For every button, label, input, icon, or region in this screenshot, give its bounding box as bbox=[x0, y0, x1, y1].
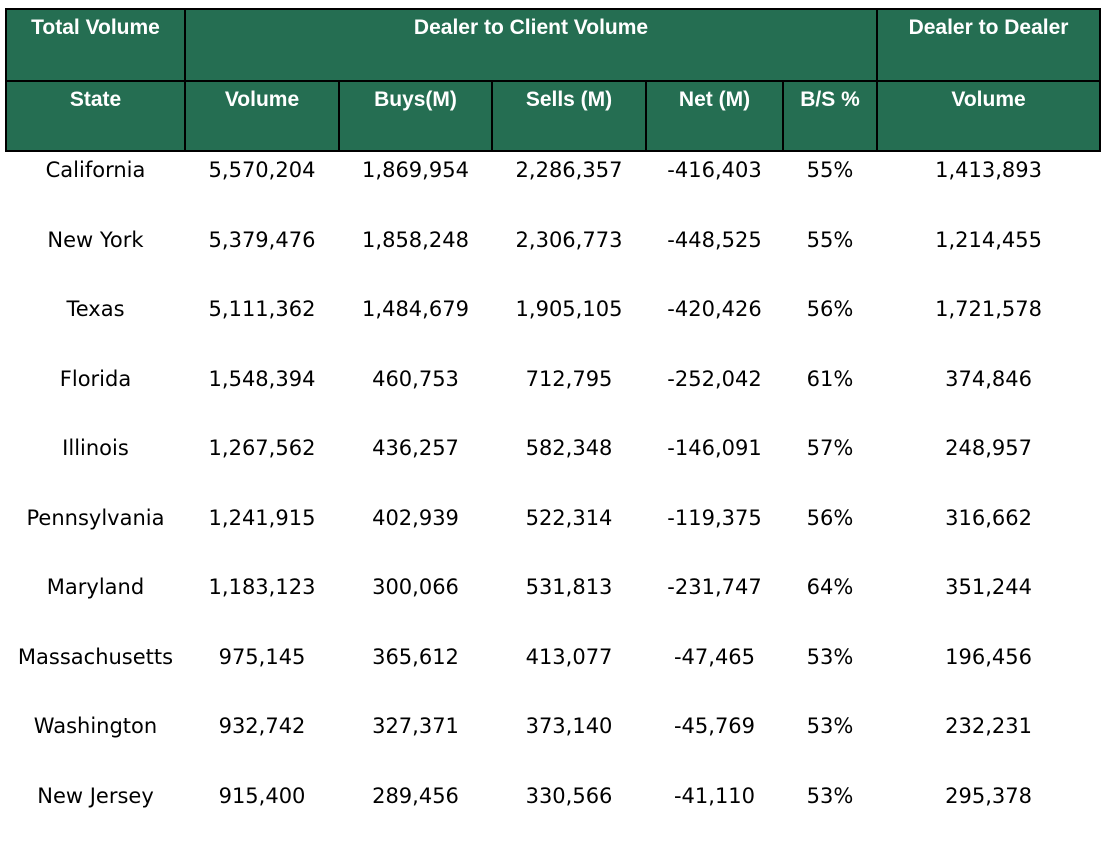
cell-state: Illinois bbox=[6, 430, 185, 500]
cell-volume: 1,548,394 bbox=[185, 361, 339, 431]
cell-state: Massachusetts bbox=[6, 639, 185, 709]
table-row: California 5,570,204 1,869,954 2,286,357… bbox=[6, 151, 1100, 222]
table-row: New York 5,379,476 1,858,248 2,306,773 -… bbox=[6, 222, 1100, 292]
header-total-volume: Total Volume bbox=[6, 9, 185, 81]
cell-state: Washington bbox=[6, 708, 185, 778]
cell-net: -420,426 bbox=[646, 291, 783, 361]
cell-sells: 522,314 bbox=[492, 500, 646, 570]
cell-state: California bbox=[6, 151, 185, 222]
column-header-state: State bbox=[6, 81, 185, 151]
cell-sells: 582,348 bbox=[492, 430, 646, 500]
cell-sells: 712,795 bbox=[492, 361, 646, 431]
cell-state: New York bbox=[6, 222, 185, 292]
cell-buys: 1,858,248 bbox=[339, 222, 492, 292]
column-header-volume: Volume bbox=[185, 81, 339, 151]
column-header-sells: Sells (M) bbox=[492, 81, 646, 151]
cell-dd-volume: 374,846 bbox=[877, 361, 1100, 431]
cell-bs-pct: 55% bbox=[783, 151, 877, 222]
cell-state: Pennsylvania bbox=[6, 500, 185, 570]
cell-volume: 1,241,915 bbox=[185, 500, 339, 570]
cell-dd-volume: 316,662 bbox=[877, 500, 1100, 570]
cell-bs-pct: 53% bbox=[783, 778, 877, 847]
cell-dd-volume: 1,413,893 bbox=[877, 151, 1100, 222]
cell-volume: 5,379,476 bbox=[185, 222, 339, 292]
cell-net: -252,042 bbox=[646, 361, 783, 431]
cell-volume: 1,267,562 bbox=[185, 430, 339, 500]
cell-sells: 2,286,357 bbox=[492, 151, 646, 222]
cell-buys: 460,753 bbox=[339, 361, 492, 431]
cell-state: New Jersey bbox=[6, 778, 185, 847]
cell-sells: 531,813 bbox=[492, 569, 646, 639]
cell-bs-pct: 64% bbox=[783, 569, 877, 639]
table-row: Texas 5,111,362 1,484,679 1,905,105 -420… bbox=[6, 291, 1100, 361]
column-header-bs-pct: B/S % bbox=[783, 81, 877, 151]
cell-dd-volume: 232,231 bbox=[877, 708, 1100, 778]
cell-net: -448,525 bbox=[646, 222, 783, 292]
cell-buys: 300,066 bbox=[339, 569, 492, 639]
table-header: Total Volume Dealer to Client Volume Dea… bbox=[6, 9, 1100, 151]
cell-sells: 413,077 bbox=[492, 639, 646, 709]
cell-state: Texas bbox=[6, 291, 185, 361]
header-column-row: State Volume Buys(M) Sells (M) Net (M) B… bbox=[6, 81, 1100, 151]
column-header-dd-volume: Volume bbox=[877, 81, 1100, 151]
cell-bs-pct: 56% bbox=[783, 291, 877, 361]
cell-buys: 1,869,954 bbox=[339, 151, 492, 222]
header-dealer-to-client-volume: Dealer to Client Volume bbox=[185, 9, 877, 81]
cell-bs-pct: 57% bbox=[783, 430, 877, 500]
cell-net: -41,110 bbox=[646, 778, 783, 847]
cell-bs-pct: 56% bbox=[783, 500, 877, 570]
table-row: Pennsylvania 1,241,915 402,939 522,314 -… bbox=[6, 500, 1100, 570]
table-body: California 5,570,204 1,869,954 2,286,357… bbox=[6, 151, 1100, 847]
cell-sells: 1,905,105 bbox=[492, 291, 646, 361]
cell-volume: 1,183,123 bbox=[185, 569, 339, 639]
cell-volume: 932,742 bbox=[185, 708, 339, 778]
state-volume-table: Total Volume Dealer to Client Volume Dea… bbox=[5, 8, 1101, 847]
column-header-net: Net (M) bbox=[646, 81, 783, 151]
cell-net: -45,769 bbox=[646, 708, 783, 778]
cell-state: Florida bbox=[6, 361, 185, 431]
cell-dd-volume: 295,378 bbox=[877, 778, 1100, 847]
table-row: New Jersey 915,400 289,456 330,566 -41,1… bbox=[6, 778, 1100, 847]
cell-sells: 330,566 bbox=[492, 778, 646, 847]
table-container: Total Volume Dealer to Client Volume Dea… bbox=[5, 8, 1099, 847]
cell-state: Maryland bbox=[6, 569, 185, 639]
cell-net: -416,403 bbox=[646, 151, 783, 222]
table-row: Maryland 1,183,123 300,066 531,813 -231,… bbox=[6, 569, 1100, 639]
cell-buys: 365,612 bbox=[339, 639, 492, 709]
cell-bs-pct: 53% bbox=[783, 708, 877, 778]
cell-net: -47,465 bbox=[646, 639, 783, 709]
cell-bs-pct: 55% bbox=[783, 222, 877, 292]
cell-bs-pct: 61% bbox=[783, 361, 877, 431]
table-row: Massachusetts 975,145 365,612 413,077 -4… bbox=[6, 639, 1100, 709]
cell-volume: 975,145 bbox=[185, 639, 339, 709]
cell-buys: 289,456 bbox=[339, 778, 492, 847]
cell-net: -119,375 bbox=[646, 500, 783, 570]
cell-volume: 915,400 bbox=[185, 778, 339, 847]
cell-dd-volume: 351,244 bbox=[877, 569, 1100, 639]
cell-volume: 5,111,362 bbox=[185, 291, 339, 361]
header-dealer-to-dealer: Dealer to Dealer bbox=[877, 9, 1100, 81]
cell-buys: 327,371 bbox=[339, 708, 492, 778]
cell-net: -146,091 bbox=[646, 430, 783, 500]
cell-sells: 2,306,773 bbox=[492, 222, 646, 292]
table-row: Washington 932,742 327,371 373,140 -45,7… bbox=[6, 708, 1100, 778]
cell-buys: 1,484,679 bbox=[339, 291, 492, 361]
column-header-buys: Buys(M) bbox=[339, 81, 492, 151]
header-group-row: Total Volume Dealer to Client Volume Dea… bbox=[6, 9, 1100, 81]
cell-dd-volume: 248,957 bbox=[877, 430, 1100, 500]
table-row: Illinois 1,267,562 436,257 582,348 -146,… bbox=[6, 430, 1100, 500]
table-row: Florida 1,548,394 460,753 712,795 -252,0… bbox=[6, 361, 1100, 431]
cell-volume: 5,570,204 bbox=[185, 151, 339, 222]
cell-net: -231,747 bbox=[646, 569, 783, 639]
cell-buys: 402,939 bbox=[339, 500, 492, 570]
cell-bs-pct: 53% bbox=[783, 639, 877, 709]
cell-dd-volume: 1,721,578 bbox=[877, 291, 1100, 361]
cell-dd-volume: 1,214,455 bbox=[877, 222, 1100, 292]
cell-sells: 373,140 bbox=[492, 708, 646, 778]
cell-dd-volume: 196,456 bbox=[877, 639, 1100, 709]
cell-buys: 436,257 bbox=[339, 430, 492, 500]
